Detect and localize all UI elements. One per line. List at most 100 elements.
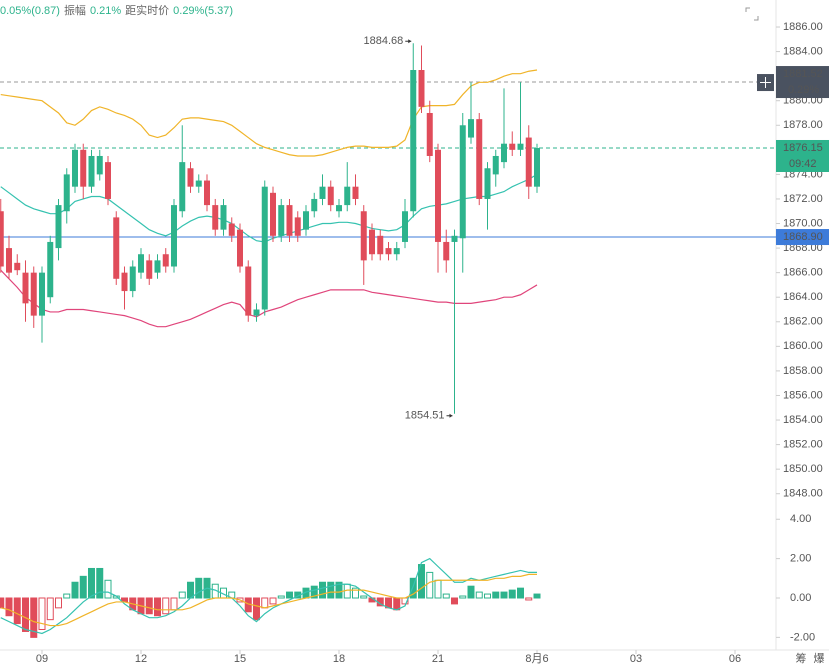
- ref-tag: [776, 66, 829, 99]
- candle-body: [451, 235, 458, 242]
- candle-body: [245, 266, 252, 316]
- y-tick-label: 1884.00: [783, 45, 823, 57]
- candle-body: [6, 248, 12, 273]
- band-line: [0, 173, 538, 243]
- macd-bar: [467, 585, 475, 599]
- candle-body: [294, 217, 301, 236]
- candle-body: [517, 143, 524, 150]
- macd-bar: [418, 564, 425, 599]
- macd-bar: [426, 571, 434, 599]
- x-tick-label: 03: [630, 653, 642, 665]
- y-tick-label: 1854.00: [783, 414, 823, 426]
- candle-body: [261, 186, 268, 310]
- candle-body: [369, 229, 375, 255]
- candle-body: [22, 272, 29, 304]
- macd-bar: [393, 597, 401, 611]
- extreme-arrowhead: [408, 39, 412, 44]
- macd-bar: [38, 597, 46, 630]
- candle-body: [146, 260, 153, 279]
- candle-body: [113, 217, 120, 279]
- macd-bar: [517, 587, 524, 599]
- macd-bar: [310, 585, 318, 599]
- macd-tick-label: 4.00: [790, 513, 811, 525]
- candle-body: [88, 155, 95, 187]
- extreme-label: 1854.51: [405, 410, 445, 422]
- candle-body: [385, 248, 392, 255]
- ref-tag-change: 0.29%: [788, 84, 819, 96]
- candle-body: [237, 229, 243, 267]
- header-part: 0.21%: [90, 5, 121, 17]
- macd-bar: [492, 591, 500, 599]
- candle-body: [352, 186, 359, 199]
- candle-body: [63, 174, 70, 212]
- y-tick-label: 1872.00: [783, 193, 823, 205]
- macd-bar: [46, 597, 54, 621]
- x-tick-label: 09: [36, 653, 48, 665]
- icon-glyph[interactable]: [745, 7, 759, 21]
- candle-body: [171, 205, 177, 267]
- x-tick-label: 21: [432, 653, 444, 665]
- macd-bar: [335, 581, 343, 599]
- candle-body: [344, 186, 351, 206]
- candle-body: [484, 168, 491, 199]
- y-tick-label: 1878.00: [783, 119, 823, 131]
- candle-body: [39, 272, 45, 316]
- fullscreen-icon[interactable]: [744, 6, 760, 22]
- macd-bar: [154, 597, 161, 617]
- candle-body: [509, 143, 516, 150]
- candle-body: [410, 70, 417, 212]
- candle-body: [311, 198, 318, 212]
- macd-line: [0, 557, 537, 635]
- extreme-arrowhead: [449, 413, 453, 418]
- macd-bar: [170, 597, 178, 611]
- candle-body: [286, 205, 293, 236]
- toolbar-button[interactable]: 爆: [814, 651, 825, 665]
- x-tick-label: 18: [333, 653, 345, 665]
- x-tick-label: 12: [135, 653, 147, 665]
- y-tick-label: 1862.00: [783, 316, 823, 328]
- candle-body: [187, 168, 194, 187]
- candle-body: [303, 211, 309, 230]
- candle-body: [80, 149, 87, 187]
- candle-body: [492, 155, 499, 175]
- candle-body: [501, 143, 507, 163]
- macd-bar: [409, 577, 417, 599]
- header: 0.05%(0.87) 振幅 0.21% 距实时价 0.29%(5.37): [0, 3, 233, 17]
- candle-body: [253, 309, 260, 316]
- macd-bar: [0, 597, 5, 609]
- candle-body: [377, 235, 384, 255]
- macd-bar: [187, 581, 194, 599]
- candle-body: [525, 137, 532, 187]
- candle-body: [468, 119, 474, 138]
- macd-bar: [360, 595, 368, 599]
- macd-bar: [525, 597, 533, 601]
- y-tick-label: 1848.00: [783, 488, 823, 500]
- candle-body: [204, 180, 210, 206]
- x-tick-label: 8月6: [525, 653, 548, 665]
- macd-bar: [451, 597, 458, 605]
- macd-bar: [88, 567, 95, 599]
- extreme-label: 1884.68: [363, 35, 403, 47]
- macd-bar: [13, 597, 21, 625]
- candle-body: [0, 211, 4, 267]
- header-part: 0.29%(5.37): [173, 5, 233, 17]
- macd-bar: [484, 593, 491, 599]
- y-tick-label: 1852.00: [783, 438, 823, 450]
- y-tick-label: 1864.00: [783, 291, 823, 303]
- y-tick-label: 1870.00: [783, 217, 823, 229]
- toolbar-button[interactable]: 筹: [796, 651, 807, 665]
- candle-body: [105, 162, 111, 199]
- candle-body: [162, 254, 169, 267]
- candle-body: [47, 241, 54, 298]
- macd-bar: [327, 581, 335, 599]
- macd-bar: [178, 591, 186, 599]
- candle-body: [14, 262, 21, 271]
- add-button-glyph[interactable]: [760, 77, 771, 89]
- macd-bar: [434, 579, 442, 599]
- x-tick-label: 06: [729, 653, 741, 665]
- macd-bar: [22, 597, 29, 632]
- icon-bg[interactable]: [744, 6, 760, 22]
- macd-bar: [79, 575, 87, 599]
- band-line: [0, 69, 538, 157]
